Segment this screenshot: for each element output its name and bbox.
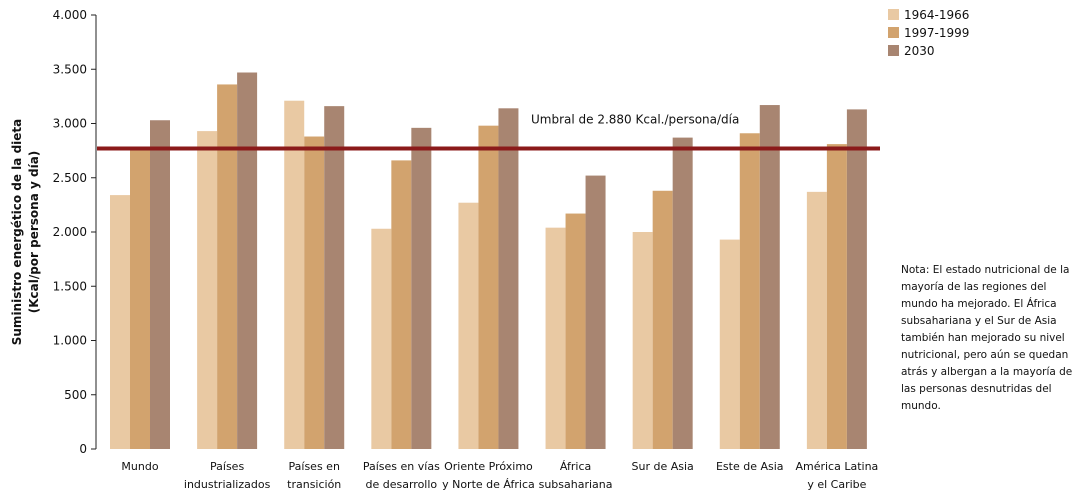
x-category-label: Este de Asia [716, 460, 784, 473]
y-tick-label: 4.000 [53, 8, 87, 22]
x-category-label: transición [287, 478, 341, 491]
legend: 1964-1966 1997-1999 2030 [888, 8, 969, 58]
bar-1997-1999 [478, 125, 499, 450]
y-tick-label: 1.000 [53, 334, 87, 348]
x-category-label: África [560, 460, 591, 473]
bar-2030 [498, 108, 519, 449]
bar-1997-1999 [304, 136, 325, 449]
bar-2030 [759, 105, 780, 450]
x-category-label: Sur de Asia [632, 460, 694, 473]
bar-2030 [237, 72, 258, 449]
legend-label: 1997-1999 [904, 26, 969, 40]
x-axis-categories: Mundo Países industrializados Países en tran… [121, 460, 878, 491]
bar-2030 [411, 127, 432, 449]
y-tick-label: 3.500 [53, 62, 87, 76]
bar-1997-1999 [826, 144, 847, 450]
legend-swatch [888, 9, 899, 20]
bar-1964-1966 [458, 202, 479, 449]
threshold-line: Umbral de 2.880 Kcal./persona/día [97, 112, 880, 151]
y-axis-title: Suministro energético de la dieta (Kcal/p… [10, 119, 41, 346]
legend-swatch [888, 45, 899, 56]
y-axis-label-line: Suministro energético de la dieta [10, 119, 24, 346]
y-tick-label: 2.500 [53, 171, 87, 185]
x-category-label: Oriente Próximo [444, 460, 533, 473]
x-category-label: Países en vías [363, 460, 440, 473]
bar-1997-1999 [130, 147, 150, 449]
y-tick-label: 2.000 [53, 225, 87, 239]
bar-1997-1999 [565, 213, 586, 449]
bar-1964-1966 [284, 100, 305, 449]
bar-2030 [846, 109, 867, 450]
bar-1997-1999 [391, 160, 412, 449]
y-axis: 0 500 1.000 1.500 2.000 2.500 3.000 3.500 4.000 [53, 8, 97, 456]
bar-2030 [672, 137, 693, 450]
y-tick-label: 3.000 [53, 117, 87, 131]
bar-2030 [585, 175, 606, 449]
bar-1964-1966 [806, 191, 827, 450]
bar-1964-1966 [545, 227, 566, 449]
y-tick-label: 1.500 [53, 279, 87, 293]
threshold-label: Umbral de 2.880 Kcal./persona/día [531, 112, 739, 126]
legend-label: 1964-1966 [904, 8, 969, 22]
x-category-label: Mundo [121, 460, 158, 473]
bar-1997-1999 [652, 190, 673, 449]
y-axis-label-line: (Kcal/por persona y día) [27, 151, 41, 314]
x-category-label: industrializados [184, 478, 271, 491]
x-category-label: América Latina [795, 460, 878, 473]
legend-label: 2030 [904, 44, 935, 58]
x-category-label: subsahariana [539, 478, 613, 491]
bar-2030 [324, 106, 345, 449]
x-category-label: Países [210, 460, 244, 473]
bar-1964-1966 [719, 239, 740, 449]
bar-1964-1966 [632, 232, 653, 449]
x-category-label: de desarrollo [366, 478, 438, 491]
bar-2030 [150, 120, 170, 450]
y-tick-label: 500 [64, 388, 87, 402]
bar-1997-1999 [739, 133, 760, 449]
bar-1964-1966 [371, 228, 392, 449]
bar-1964-1966 [197, 131, 218, 449]
x-category-label: y el Caribe [807, 478, 866, 491]
y-tick-label: 0 [79, 442, 87, 456]
chart-note: Nota: El estado nutricional de la mayorí… [901, 264, 1073, 412]
legend-swatch [888, 27, 899, 38]
x-category-label: y Norte de África [442, 478, 535, 491]
bar-1997-1999 [217, 84, 238, 449]
bar-series [110, 72, 867, 450]
bar-1964-1966 [110, 195, 130, 449]
x-category-label: Países en [289, 460, 340, 473]
